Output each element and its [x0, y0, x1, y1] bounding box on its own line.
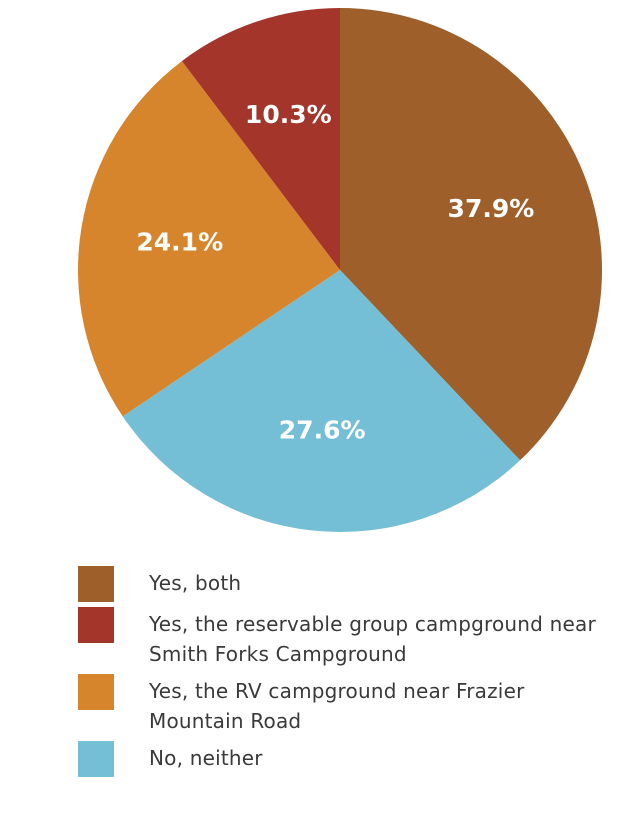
- pie-slice: [122, 270, 521, 532]
- pie-slice-label: 10.3%: [245, 100, 332, 129]
- legend-item-yes-both: Yes, both: [78, 566, 618, 602]
- legend-swatch: [78, 566, 114, 602]
- pie-slices: [78, 8, 602, 532]
- legend-label: No, neither: [149, 746, 263, 770]
- legend-label: Yes, the RV campground near Frazier Moun…: [149, 679, 525, 733]
- legend-swatch: [78, 674, 114, 710]
- pie-slice: [181, 8, 340, 270]
- pie-slice-label: 37.9%: [448, 194, 535, 223]
- pie-slice-label: 24.1%: [136, 227, 223, 256]
- legend-item-rv-campground: Yes, the RV campground near Frazier Moun…: [78, 674, 618, 736]
- legend: Yes, both Yes, the reservable group camp…: [78, 566, 618, 782]
- legend-item-group-campground: Yes, the reservable group campground nea…: [78, 607, 618, 669]
- legend-swatch: [78, 607, 114, 643]
- legend-label: Yes, both: [149, 571, 242, 595]
- legend-label: Yes, the reservable group campground nea…: [149, 612, 596, 666]
- pie-slice: [78, 61, 340, 417]
- pie-chart: 37.9% 27.6% 24.1% 10.3%: [78, 8, 602, 532]
- pie-slice-labels: 37.9% 27.6% 24.1% 10.3%: [136, 100, 534, 444]
- pie-slice-label: 27.6%: [279, 415, 366, 444]
- legend-swatch: [78, 741, 114, 777]
- legend-item-no-neither: No, neither: [78, 741, 618, 777]
- pie-slice: [340, 8, 602, 461]
